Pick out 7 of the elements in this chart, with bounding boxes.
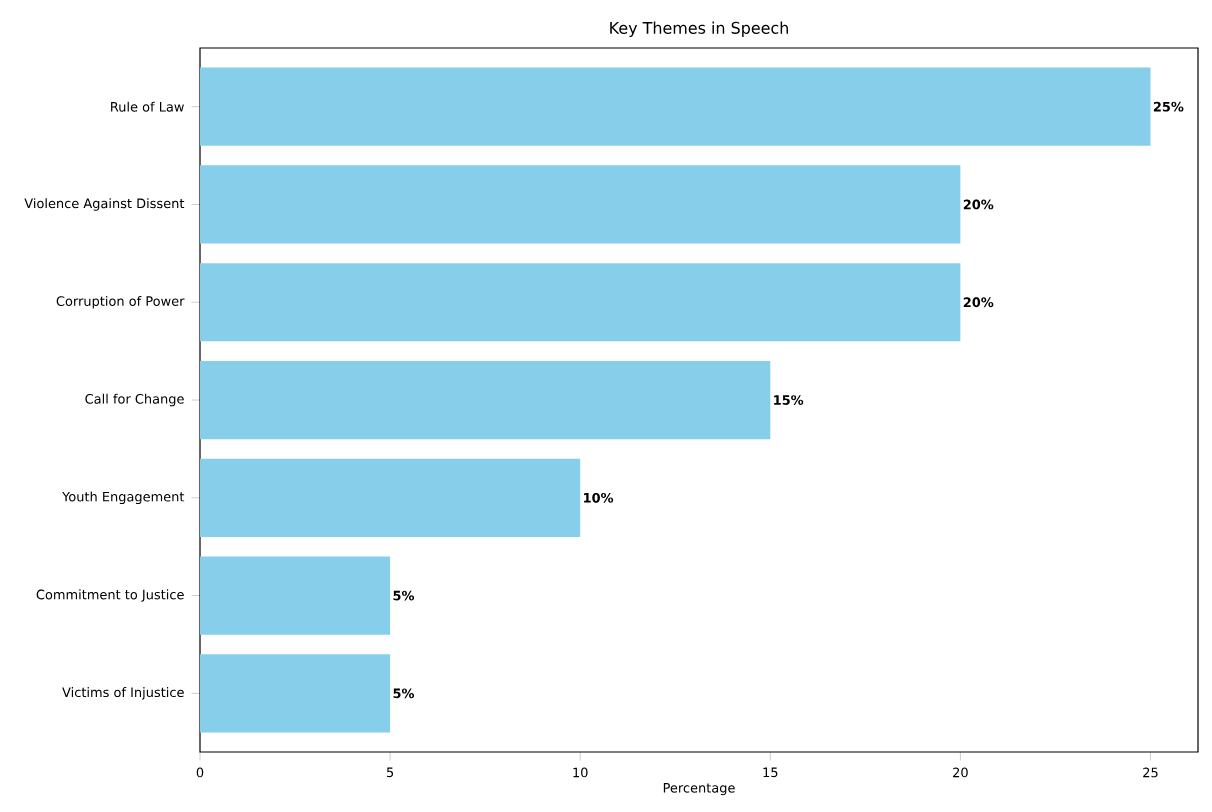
bar — [200, 263, 961, 342]
bar — [200, 556, 391, 635]
bar — [200, 165, 961, 244]
bar — [200, 654, 391, 733]
bar — [200, 458, 581, 537]
bar — [200, 360, 771, 440]
bar — [200, 67, 1151, 146]
